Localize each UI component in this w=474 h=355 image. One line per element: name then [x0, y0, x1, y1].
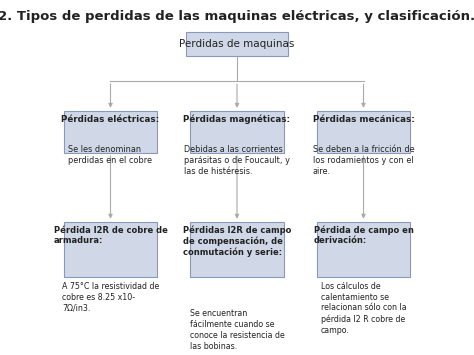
FancyBboxPatch shape	[64, 222, 157, 277]
Text: Los cálculos de
calentamiento se
relacionan sólo con la
pérdida I2 R cobre de
ca: Los cálculos de calentamiento se relacio…	[321, 282, 406, 335]
Text: Se les denominan
perdidas en el cobre: Se les denominan perdidas en el cobre	[69, 145, 153, 165]
FancyBboxPatch shape	[186, 32, 288, 56]
FancyBboxPatch shape	[317, 111, 410, 153]
Text: Pérdida de campo en
derivación:: Pérdida de campo en derivación:	[314, 225, 413, 245]
Text: Pérdidas I2R de campo
de compensación, de
conmutación y serie:: Pérdidas I2R de campo de compensación, d…	[183, 225, 291, 257]
FancyBboxPatch shape	[190, 111, 284, 153]
Text: Debidas a las corrientes
parásitas o de Foucault, y
las de histéresis.: Debidas a las corrientes parásitas o de …	[184, 145, 290, 175]
Text: Pérdidas magnéticas:: Pérdidas magnéticas:	[183, 115, 291, 124]
Text: Pérdidas eléctricas:: Pérdidas eléctricas:	[61, 115, 160, 124]
Text: Perdidas de maquinas: Perdidas de maquinas	[179, 39, 295, 49]
Text: Pérdida I2R de cobre de
armadura:: Pérdida I2R de cobre de armadura:	[54, 225, 167, 245]
Text: Pérdidas mecánicas:: Pérdidas mecánicas:	[312, 115, 414, 124]
Text: Se deben a la fricción de
los rodamientos y con el
aire.: Se deben a la fricción de los rodamiento…	[313, 145, 414, 175]
FancyBboxPatch shape	[64, 111, 157, 153]
Text: Se encuentran
fácilmente cuando se
conoce la resistencia de
las bobinas.: Se encuentran fácilmente cuando se conoc…	[190, 310, 284, 351]
Text: A 75°C la resistividad de
cobre es 8.25 x10-
7Ω/in3.: A 75°C la resistividad de cobre es 8.25 …	[62, 282, 159, 312]
FancyBboxPatch shape	[190, 222, 284, 277]
Text: 2. Tipos de perdidas de las maquinas eléctricas, y clasificación.: 2. Tipos de perdidas de las maquinas elé…	[0, 10, 474, 23]
FancyBboxPatch shape	[317, 222, 410, 277]
